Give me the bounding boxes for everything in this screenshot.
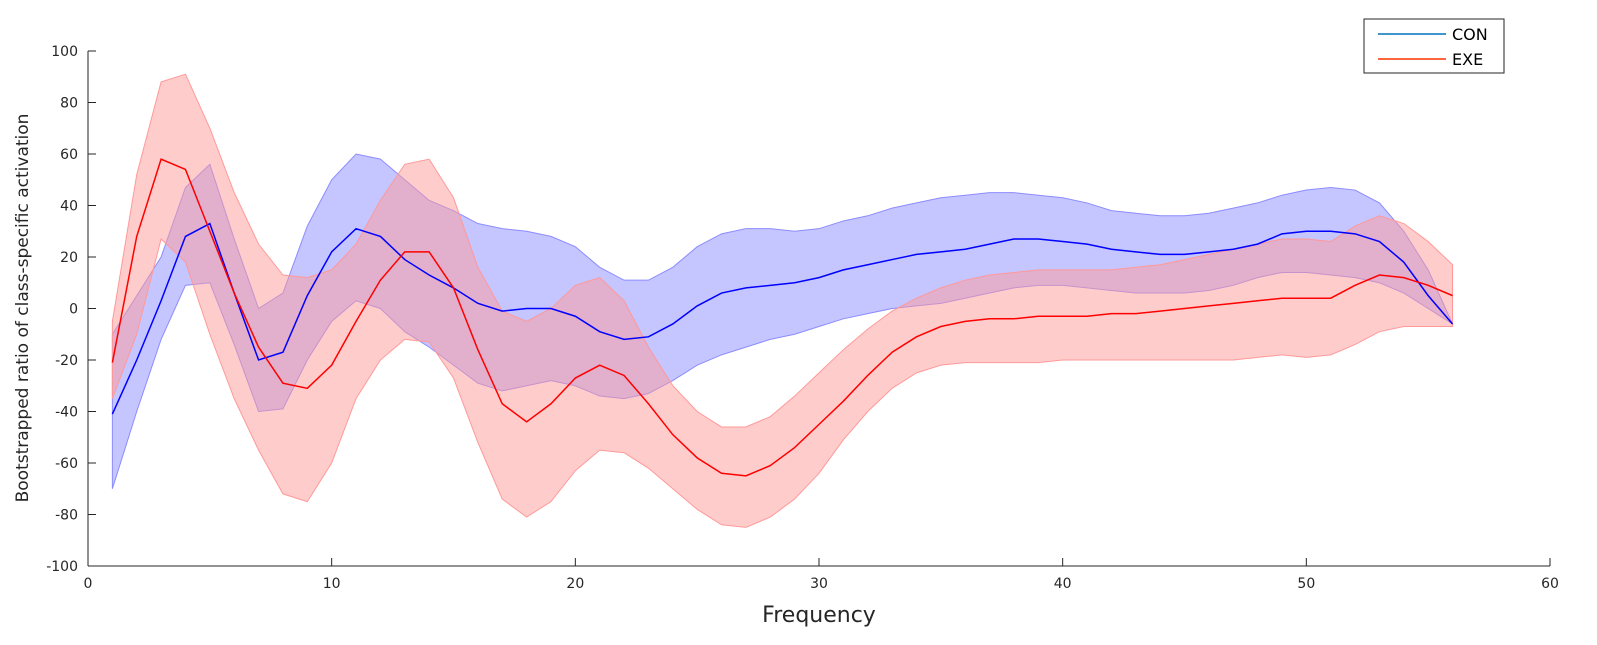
line-exe [111,158,1453,477]
x-tick-label: 10 [323,576,341,592]
x-tick-label: 60 [1541,576,1559,592]
x-tick-label: 30 [810,576,828,592]
y-tick-label: -20 [55,353,78,369]
y-tick-label: 60 [60,147,78,163]
y-tick-label: 80 [60,96,78,112]
y-tick-label: 100 [51,44,78,60]
band-exe [111,73,1454,528]
y-tick-label: 0 [69,302,78,318]
y-tick-label: -60 [55,456,78,472]
x-ticks: 0 10 20 30 40 50 60 [84,558,1559,592]
x-tick-label: 50 [1297,576,1315,592]
confidence-bands [111,73,1454,528]
legend: CON EXE [1363,18,1505,74]
y-axis-label: Bootstrapped ratio of class-specific act… [13,114,33,503]
y-tick-label: -40 [55,405,78,421]
legend-label-exe: EXE [1452,50,1483,69]
line-con [111,222,1454,415]
x-tick-label: 20 [566,576,584,592]
x-tick-label: 40 [1054,576,1072,592]
legend-label-con: CON [1452,25,1488,44]
y-tick-label: -100 [46,559,78,575]
legend-box [1363,18,1505,74]
x-tick-label: 0 [84,576,93,592]
series-lines [111,158,1454,477]
x-axis-label: Frequency [762,603,876,628]
y-tick-label: 20 [60,250,78,266]
y-ticks: -100 -80 -60 -40 -20 0 20 40 60 80 100 [46,44,96,575]
y-tick-label: 40 [60,199,78,215]
y-tick-label: -80 [55,508,78,524]
